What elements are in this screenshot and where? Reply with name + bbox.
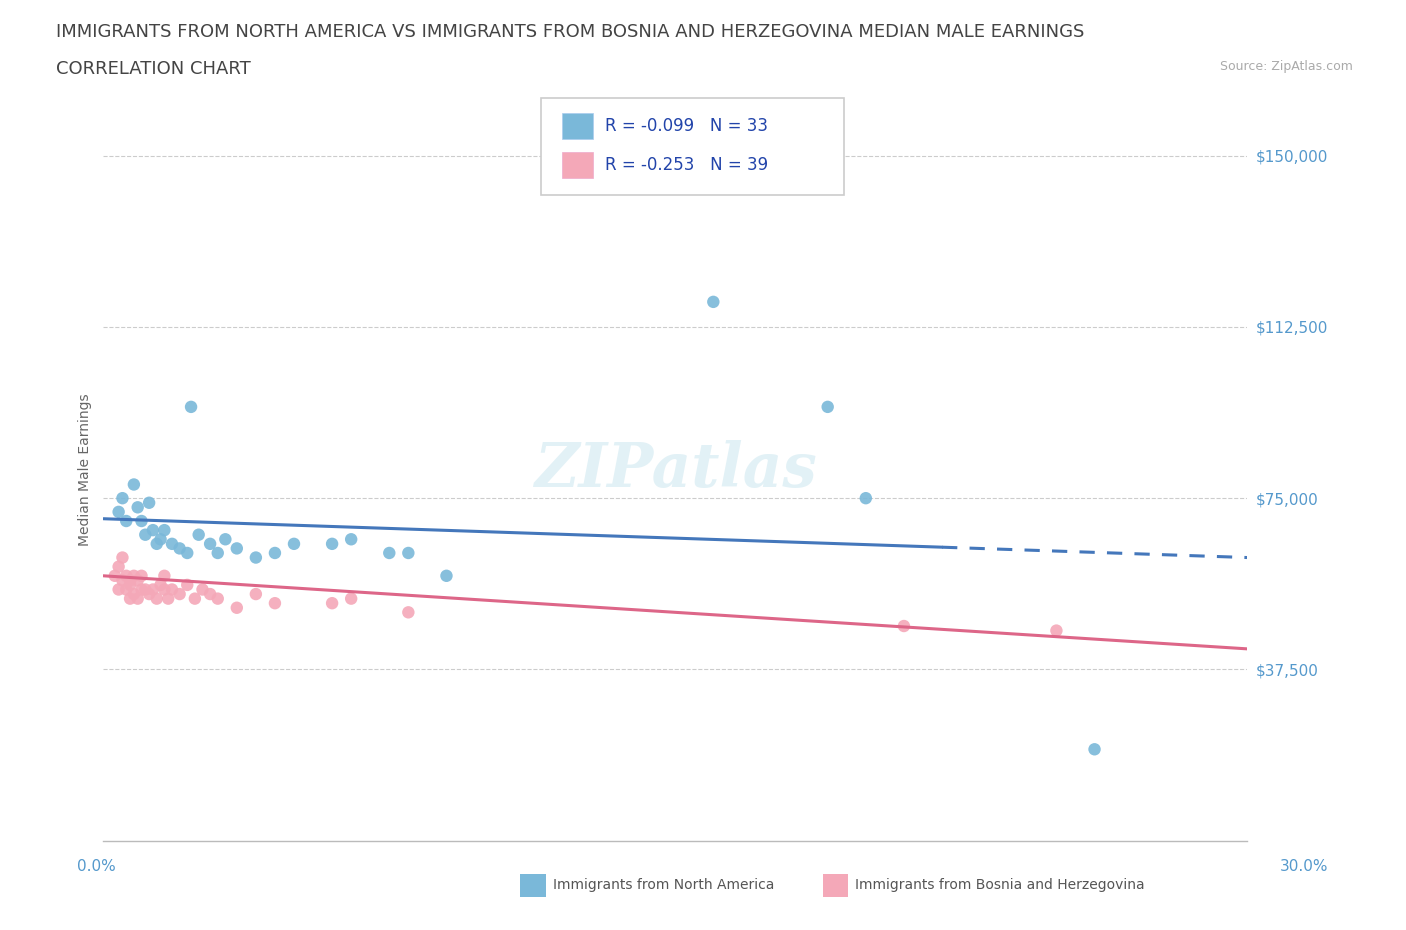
Point (160, 582, 183, 597)
Point (245, 587, 267, 602)
Point (160, 537, 183, 551)
Point (321, 537, 343, 551)
Point (169, 541, 191, 556)
Point (340, 591, 363, 606)
Point (245, 551, 267, 565)
Point (1083, 742, 1105, 757)
Point (142, 523, 165, 538)
Point (176, 578, 198, 592)
Point (1045, 623, 1067, 638)
Point (131, 582, 153, 597)
Point (817, 399, 839, 414)
Point (153, 523, 176, 538)
Point (157, 591, 180, 606)
Point (187, 527, 209, 542)
Point (120, 573, 142, 588)
Text: 30.0%: 30.0% (1281, 859, 1329, 874)
Point (134, 527, 156, 542)
Point (378, 546, 401, 561)
Point (131, 513, 153, 528)
Point (225, 601, 247, 616)
Point (207, 546, 229, 561)
Point (115, 582, 138, 597)
Point (138, 587, 160, 602)
Point (127, 591, 149, 606)
Point (396, 604, 419, 619)
Point (225, 541, 247, 556)
Point (214, 532, 236, 547)
Point (131, 568, 153, 583)
Point (153, 582, 176, 597)
Point (127, 573, 149, 588)
Point (893, 618, 915, 633)
Point (191, 582, 214, 597)
Point (120, 578, 142, 592)
Point (122, 477, 145, 492)
Point (138, 496, 160, 511)
Point (176, 546, 198, 561)
Point (127, 500, 149, 515)
Point (142, 582, 165, 597)
Point (153, 568, 176, 583)
Text: Immigrants from Bosnia and Herzegovina: Immigrants from Bosnia and Herzegovina (855, 878, 1144, 893)
Text: 0.0%: 0.0% (77, 859, 117, 874)
Point (264, 546, 287, 561)
Point (264, 596, 287, 611)
Text: R = -0.253   N = 39: R = -0.253 N = 39 (605, 155, 768, 174)
Text: CORRELATION CHART: CORRELATION CHART (56, 60, 252, 78)
Point (207, 591, 229, 606)
Y-axis label: Median Male Earnings: Median Male Earnings (79, 393, 93, 546)
Text: IMMIGRANTS FROM NORTH AMERICA VS IMMIGRANTS FROM BOSNIA AND HERZEGOVINA MEDIAN M: IMMIGRANTS FROM NORTH AMERICA VS IMMIGRA… (56, 23, 1084, 41)
Point (115, 568, 138, 583)
Point (436, 568, 458, 583)
Point (321, 596, 343, 611)
Point (122, 568, 145, 583)
Point (198, 537, 221, 551)
Point (134, 582, 156, 597)
Text: ZIPatlas: ZIPatlas (534, 440, 817, 499)
Point (107, 582, 129, 597)
Point (702, 295, 724, 310)
Point (122, 587, 145, 602)
Point (149, 532, 172, 547)
Point (107, 559, 129, 574)
Point (145, 591, 167, 606)
Point (111, 551, 134, 565)
Point (107, 504, 129, 519)
Point (115, 513, 138, 528)
Text: Source: ZipAtlas.com: Source: ZipAtlas.com (1219, 60, 1353, 73)
Point (184, 591, 207, 606)
Text: Immigrants from North America: Immigrants from North America (553, 878, 773, 893)
Point (855, 491, 877, 506)
Point (111, 573, 134, 588)
Point (120, 591, 142, 606)
Point (149, 578, 172, 592)
Point (180, 399, 202, 414)
Point (145, 537, 167, 551)
Point (283, 537, 305, 551)
Point (340, 532, 363, 547)
Point (169, 587, 191, 602)
Point (111, 491, 134, 506)
Point (198, 587, 221, 602)
Point (396, 546, 419, 561)
Point (104, 568, 127, 583)
Text: R = -0.099   N = 33: R = -0.099 N = 33 (605, 116, 768, 135)
